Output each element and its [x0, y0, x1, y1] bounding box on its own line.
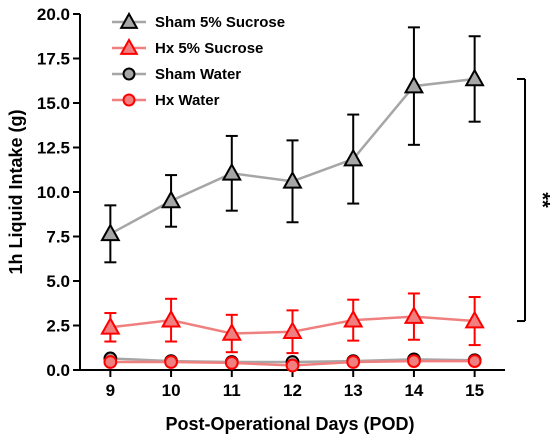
x-axis-title: Post-Operational Days (POD) — [165, 414, 414, 434]
legend-label: Hx 5% Sucrose — [155, 40, 263, 57]
legend-marker — [122, 67, 136, 81]
y-tick-label: 12.5 — [37, 139, 70, 158]
data-point — [100, 223, 121, 242]
legend-entry: Hx Water — [112, 92, 220, 109]
data-point — [221, 322, 242, 341]
significance-bracket: ** — [517, 77, 550, 323]
data-point — [464, 310, 485, 329]
series-sham-5-sucrose — [100, 26, 485, 264]
series-hx-5-sucrose — [100, 292, 485, 355]
legend-marker — [122, 93, 136, 107]
y-tick-label: 5.0 — [46, 272, 70, 291]
legend-label: Sham Water — [155, 66, 241, 83]
y-tick-label: 0.0 — [46, 361, 70, 380]
legend-entry: Sham 5% Sucrose — [112, 11, 285, 31]
y-tick-label: 15.0 — [37, 94, 70, 113]
legend-marker — [119, 37, 139, 55]
x-tick-label: 13 — [344, 381, 363, 400]
data-point — [403, 305, 425, 324]
y-tick-label: 7.5 — [46, 228, 70, 247]
legend: Sham 5% Sucrose Hx 5% Sucrose Sham Water Hx… — [112, 11, 285, 109]
data-point — [285, 358, 300, 373]
legend-marker — [119, 11, 139, 29]
x-tick-label: 10 — [162, 381, 181, 400]
legend-entry: Hx 5% Sucrose — [112, 37, 263, 57]
data-point — [100, 316, 121, 335]
data-point — [346, 355, 361, 369]
y-tick-label: 2.5 — [46, 317, 70, 336]
x-tick-label: 9 — [106, 381, 115, 400]
data-point — [282, 170, 303, 189]
data-point — [103, 355, 118, 369]
data-point — [343, 309, 364, 328]
data-point — [282, 321, 303, 340]
legend-label: Sham 5% Sucrose — [155, 14, 285, 31]
data-point — [221, 162, 242, 181]
x-tick-label: 14 — [404, 381, 423, 400]
data-point — [160, 190, 182, 209]
data-point — [160, 309, 182, 328]
data-point — [407, 354, 421, 368]
series-layer — [100, 26, 485, 373]
y-tick-label: 20.0 — [37, 5, 70, 24]
y-tick-label: 17.5 — [37, 50, 70, 69]
y-tick-label: 10.0 — [37, 183, 70, 202]
data-point — [164, 355, 178, 369]
data-point — [403, 75, 425, 94]
legend-entry: Sham Water — [112, 66, 241, 83]
y-axis: 0.0 2.5 5.0 7.5 10.0 12.5 15.0 17.5 20.0 — [37, 5, 81, 380]
data-point — [467, 354, 482, 368]
data-point — [343, 148, 364, 167]
y-axis-title: 1h Liquid Intake (g) — [6, 109, 26, 274]
x-axis: 9 10 11 12 13 14 15 — [80, 369, 505, 400]
significance-label: ** — [531, 192, 550, 208]
data-point — [464, 68, 485, 87]
legend-label: Hx Water — [155, 92, 220, 109]
data-point — [224, 356, 239, 370]
x-tick-label: 12 — [283, 381, 302, 400]
series-hx-water — [103, 354, 482, 373]
x-tick-label: 15 — [465, 381, 484, 400]
x-tick-label: 11 — [223, 381, 241, 400]
